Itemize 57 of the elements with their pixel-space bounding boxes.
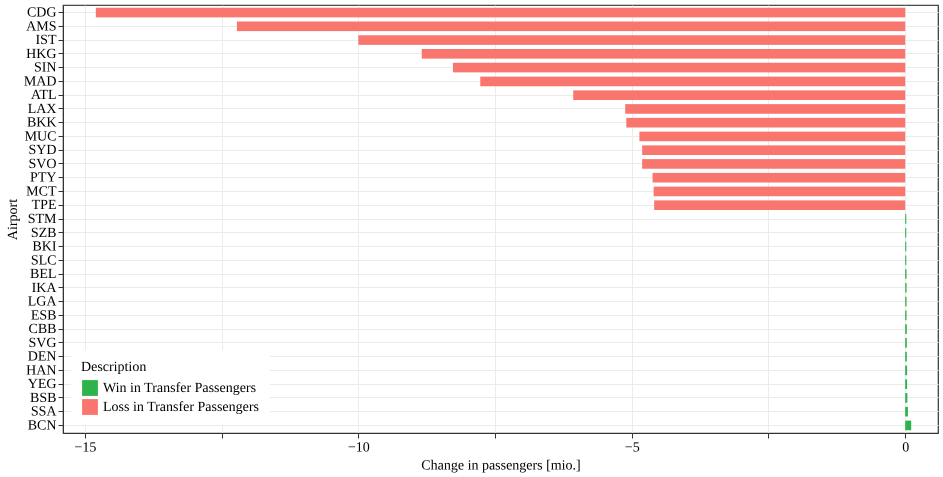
y-tick-label: BKI <box>32 240 57 255</box>
y-tick-label: AMS <box>26 19 56 34</box>
legend-title: Description <box>81 360 146 375</box>
x-axis-title: Change in passengers [mio.] <box>421 458 581 474</box>
bar <box>358 35 906 45</box>
bar <box>642 145 906 156</box>
y-tick-label: CDG <box>26 6 56 21</box>
y-tick-label: DEN <box>28 350 56 365</box>
bar <box>625 104 906 114</box>
y-tick-label: MAD <box>24 74 56 90</box>
y-tick-label: BEL <box>30 267 56 282</box>
bar <box>639 132 906 142</box>
y-tick-label: YEG <box>28 377 56 392</box>
bar <box>654 186 906 196</box>
legend-label: Win in Transfer Passengers <box>103 381 256 396</box>
bar <box>573 90 906 100</box>
y-tick-label: BSB <box>30 390 56 406</box>
y-tick-label: HKG <box>26 46 56 62</box>
y-axis-title: Airport <box>6 198 21 240</box>
y-tick-label: PTY <box>30 170 56 186</box>
y-tick-label: SYD <box>28 143 56 158</box>
y-tick-label: SVG <box>28 336 56 351</box>
y-tick-label: LAX <box>28 102 56 117</box>
bar <box>422 49 906 59</box>
y-tick-label: CBB <box>28 322 56 338</box>
bar <box>905 420 912 430</box>
y-tick-label: SLC <box>30 253 56 268</box>
y-tick-label: SSA <box>30 404 58 420</box>
y-tick-label: ESB <box>30 308 56 324</box>
bar <box>96 8 906 18</box>
x-tick-label: −10 <box>348 440 370 456</box>
bar <box>652 172 906 183</box>
y-tick-label: SIN <box>34 60 56 76</box>
bar <box>452 62 906 72</box>
y-tick-label: MUC <box>24 129 56 144</box>
bar <box>480 76 906 86</box>
legend-label: Loss in Transfer Passengers <box>103 400 259 415</box>
y-tick-label: SZB <box>30 226 56 241</box>
y-tick-label: LGA <box>28 294 58 310</box>
bar <box>626 118 906 128</box>
x-tick-label: −15 <box>74 440 96 456</box>
y-tick-label: BKK <box>26 116 56 131</box>
bar <box>654 200 906 210</box>
bar <box>905 406 908 416</box>
y-tick-label: ATL <box>30 88 56 104</box>
x-tick-label: 0 <box>902 440 910 456</box>
y-tick-label: IST <box>36 33 57 48</box>
y-tick-label: MCT <box>26 184 57 200</box>
x-tick-label: −5 <box>624 440 640 456</box>
bar <box>236 22 906 32</box>
y-tick-label: HAN <box>26 363 56 378</box>
y-tick-label: BCN <box>28 418 56 434</box>
y-tick-label: STM <box>28 212 58 227</box>
y-tick-label: IKA <box>32 280 58 296</box>
bar <box>642 159 906 169</box>
y-tick-label: SVO <box>28 156 56 172</box>
y-tick-label: TPE <box>32 198 56 214</box>
